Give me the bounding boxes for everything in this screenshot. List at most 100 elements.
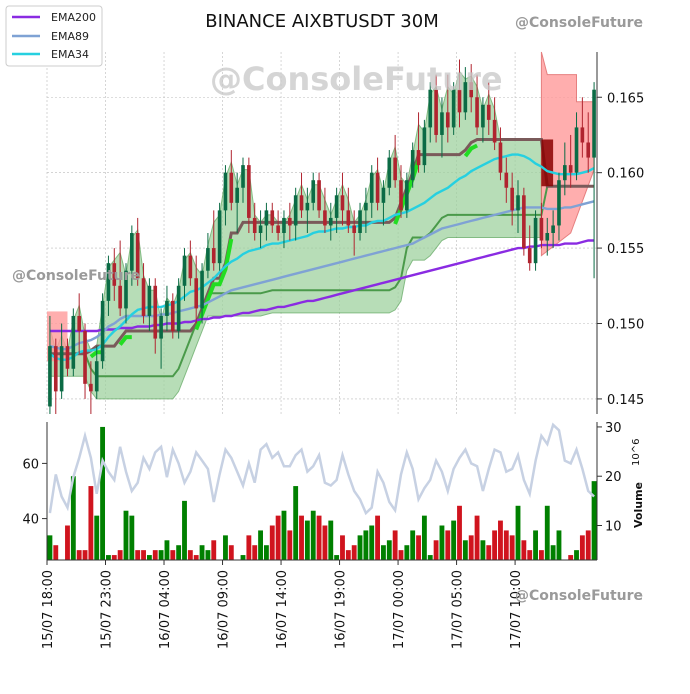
volume-bar [527, 550, 533, 560]
ema89-line [49, 200, 595, 351]
volume-bar [82, 550, 88, 560]
candle-body [200, 270, 204, 309]
candle-body [247, 165, 251, 218]
volume-bar [503, 530, 509, 560]
volume-bar [158, 550, 164, 560]
candle-body [539, 217, 544, 241]
volume-bar [223, 535, 228, 560]
candle-body [557, 180, 561, 226]
candle-body [498, 142, 503, 173]
volume-bar [164, 540, 170, 560]
volume-bar [316, 515, 322, 560]
time-tick-label: 17/07 05:00 [451, 570, 466, 649]
volume-bar [509, 535, 515, 560]
volume-bar [258, 530, 263, 560]
volume-bar [544, 505, 550, 560]
candle-body [135, 233, 140, 279]
candle-body [106, 263, 111, 301]
oscillator-line-path [48, 422, 595, 516]
candle-body [165, 300, 169, 316]
volume-bar [533, 530, 538, 560]
time-tick-label: 15/07 18:00 [41, 570, 56, 649]
candle-body [375, 172, 380, 203]
candle-body [340, 195, 345, 211]
candle-body [358, 210, 362, 233]
candle-body [492, 119, 497, 143]
volume-bar [65, 525, 70, 560]
price-tick-label: 0.155 [607, 242, 644, 257]
volume-bar [515, 505, 521, 560]
candle-body [118, 285, 122, 309]
ladder-step-highlight [118, 335, 132, 346]
volume-bar [205, 550, 211, 560]
volume-bar [375, 515, 381, 560]
candle-body [486, 104, 491, 120]
candle-body [89, 383, 93, 392]
volume-axis-label: Volume [632, 482, 645, 528]
candle-body [399, 180, 403, 211]
candle-body [264, 210, 269, 226]
volume-bar [427, 555, 433, 560]
candle-body [428, 89, 433, 128]
volume-bar [275, 515, 281, 560]
candle-body [387, 157, 392, 188]
volume-bar [287, 530, 293, 560]
candle-body [568, 165, 573, 173]
volume-bar [486, 545, 492, 560]
candle-body [381, 187, 386, 203]
volume-bar [263, 545, 269, 560]
volume-bar [351, 545, 357, 560]
tick-labels: 0.145 0.150 0.155 0.160 0.165 15/07 18:00 15/0… [22, 91, 644, 649]
volume-bar [474, 515, 480, 560]
candle-body [194, 278, 199, 309]
candle-body [170, 300, 175, 332]
ladder-dark-block [541, 139, 554, 187]
candle-body [112, 263, 117, 286]
volume-bar [322, 525, 328, 560]
ema-lines [49, 153, 595, 361]
candle-body [176, 285, 181, 332]
candle-body [141, 278, 146, 316]
volume-bar [345, 550, 351, 560]
volume-bar [462, 540, 468, 560]
price-tick-label: 0.150 [607, 318, 644, 333]
volume-bar [568, 555, 574, 560]
volume-bar [386, 540, 392, 560]
volume-tick-label: 20 [605, 470, 622, 485]
candle-body [65, 346, 70, 369]
candle-body [130, 233, 134, 271]
volume-bar [94, 515, 100, 560]
candle-body [422, 127, 427, 166]
volume-bar [129, 515, 135, 560]
time-tick-label: 15/07 23:00 [100, 570, 115, 649]
candle-body [580, 127, 585, 143]
candle-body [463, 82, 468, 113]
candle-body [305, 202, 310, 211]
volume-bar [416, 535, 421, 560]
volume-tick-label: 30 [605, 421, 622, 436]
candle-body [551, 225, 555, 233]
watermark-large: @ConsoleFuture [210, 60, 503, 98]
oscillator-line [48, 422, 595, 516]
volume-bar [246, 535, 252, 560]
candle-body [252, 217, 257, 233]
volume-bar [457, 505, 462, 560]
candle-body [410, 150, 415, 181]
legend-label-0: EMA200 [51, 11, 96, 24]
candle-body [124, 270, 128, 309]
candle-body [83, 331, 87, 384]
time-tick-label: 17/07 10:00 [509, 570, 524, 649]
legend-box [5, 5, 103, 67]
ladder-upper-line [49, 138, 595, 356]
volume-bar [369, 525, 375, 560]
legend-label-2: EMA34 [51, 48, 89, 61]
candle-body [48, 346, 52, 407]
volume-bar [334, 555, 340, 560]
candle-body [364, 202, 368, 211]
candle-body [288, 217, 292, 226]
volume-bar [106, 555, 111, 560]
volume-bar [439, 525, 445, 560]
volume-bar [585, 530, 591, 560]
candle-body [217, 210, 222, 264]
volume-bar [421, 515, 427, 560]
